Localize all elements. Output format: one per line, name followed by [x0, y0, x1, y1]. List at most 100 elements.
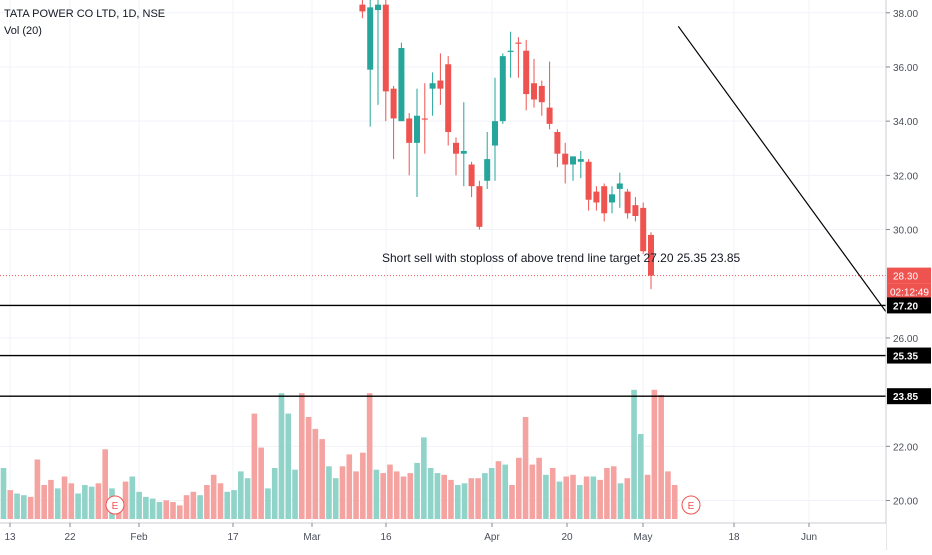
- price-tick-label: 34.00: [893, 117, 918, 128]
- time-tick-label: Feb: [130, 532, 148, 543]
- candle-body: [648, 234, 654, 276]
- volume-bar: [407, 473, 414, 519]
- volume-bar: [475, 478, 481, 519]
- candle-body: [499, 56, 506, 122]
- time-tick-label: Mar: [303, 532, 321, 543]
- volume-bar: [68, 483, 75, 519]
- volume-bar: [48, 479, 54, 519]
- time-tick-label: 17: [227, 532, 239, 543]
- time-tick-label: Jun: [801, 532, 817, 543]
- volume-bar: [482, 473, 488, 519]
- price-tick-label: 26.00: [893, 334, 918, 345]
- volume-bar: [488, 468, 495, 519]
- candle-body: [577, 159, 584, 162]
- volume-bar: [54, 488, 61, 519]
- volume-bar: [522, 417, 529, 519]
- volume-bar: [658, 394, 664, 519]
- price-tick-label: 20.00: [893, 497, 918, 508]
- volume-bar: [332, 478, 339, 519]
- volume-bar: [224, 491, 231, 519]
- volume-bar: [421, 437, 427, 519]
- trendline-group: [677, 25, 932, 377]
- volume-bar: [143, 496, 149, 519]
- volume-bar: [427, 468, 434, 519]
- candle-body: [375, 4, 381, 11]
- chart-legend: TATA POWER CO LTD, 1D, NSE Vol (20): [4, 6, 165, 40]
- grid-lines: [0, 0, 886, 523]
- earnings-marker-label: E: [688, 501, 695, 512]
- candle-body: [460, 150, 467, 154]
- current-price-badge: [887, 267, 931, 284]
- volume-bar: [536, 457, 542, 519]
- volume-bar: [41, 485, 47, 519]
- volume-bar: [278, 393, 285, 519]
- volume-bar: [190, 491, 197, 519]
- candle-body: [507, 50, 514, 52]
- volume-bar: [299, 393, 305, 519]
- volume-bar: [502, 464, 509, 519]
- candle-body: [476, 186, 483, 227]
- candle-body: [632, 205, 639, 216]
- volume-bar: [414, 462, 420, 519]
- candle-body: [453, 142, 459, 154]
- volume-indicator-label[interactable]: Vol (20): [4, 25, 42, 37]
- price-tick-label: 38.00: [893, 9, 918, 20]
- volume-bar: [604, 468, 610, 519]
- level-badge-label: 23.85: [893, 392, 918, 403]
- candle-body: [593, 191, 600, 203]
- earnings-marker: [681, 495, 701, 515]
- volume-bar: [339, 466, 346, 519]
- countdown-badge: [887, 283, 931, 300]
- candle-body: [437, 80, 444, 89]
- candle-body: [359, 4, 366, 12]
- candle-body: [546, 107, 553, 124]
- volume-bar: [149, 498, 156, 519]
- time-tick-label: 18: [728, 532, 740, 543]
- candle-body: [616, 183, 623, 189]
- volume-bar: [549, 468, 556, 519]
- volume-bar: [285, 413, 292, 519]
- candle-body: [515, 42, 522, 44]
- time-axis: 13 22 Feb 17 Mar 16 Apr 20 May 18 Jun: [0, 522, 886, 550]
- volume-bar: [183, 495, 190, 519]
- volume-bar: [292, 469, 298, 519]
- volume-bar: [163, 500, 170, 519]
- time-tick-label: Apr: [484, 532, 500, 543]
- price-tick-label: 22.00: [893, 442, 918, 453]
- volume-bar: [543, 474, 549, 519]
- symbol-title[interactable]: TATA POWER CO LTD, 1D, NSE: [4, 8, 166, 20]
- volume-bar: [238, 471, 244, 519]
- volume-bar: [495, 461, 502, 519]
- candle-body: [484, 159, 491, 181]
- volume-bar: [27, 496, 34, 519]
- current-price-label: 28.30: [893, 272, 918, 283]
- candle-body: [640, 207, 647, 252]
- volume-bar: [671, 485, 678, 519]
- volume-bar: [210, 474, 217, 519]
- candle-body: [382, 4, 389, 92]
- volume-bar: [7, 490, 14, 519]
- candle-body: [523, 50, 530, 95]
- price-tick-label: 36.00: [893, 63, 918, 74]
- horizontal-levels: [0, 275, 886, 397]
- volume-bar: [570, 474, 576, 519]
- volume-bar: [326, 466, 332, 519]
- volume-bars: [0, 389, 678, 519]
- candle-body: [390, 88, 397, 119]
- volume-bar: [251, 413, 258, 519]
- candle-body: [468, 164, 475, 187]
- volume-bar: [136, 491, 142, 519]
- volume-bar: [360, 452, 366, 519]
- candle-body: [609, 194, 615, 203]
- volume-bar: [231, 490, 237, 519]
- volume-bar: [454, 485, 461, 519]
- volume-bar: [448, 479, 454, 519]
- volume-bar: [631, 389, 637, 519]
- volume-bar: [590, 476, 597, 519]
- volume-bar: [366, 393, 373, 519]
- level-badge: [887, 347, 931, 364]
- volume-bar: [319, 439, 325, 519]
- candle-body: [492, 121, 498, 146]
